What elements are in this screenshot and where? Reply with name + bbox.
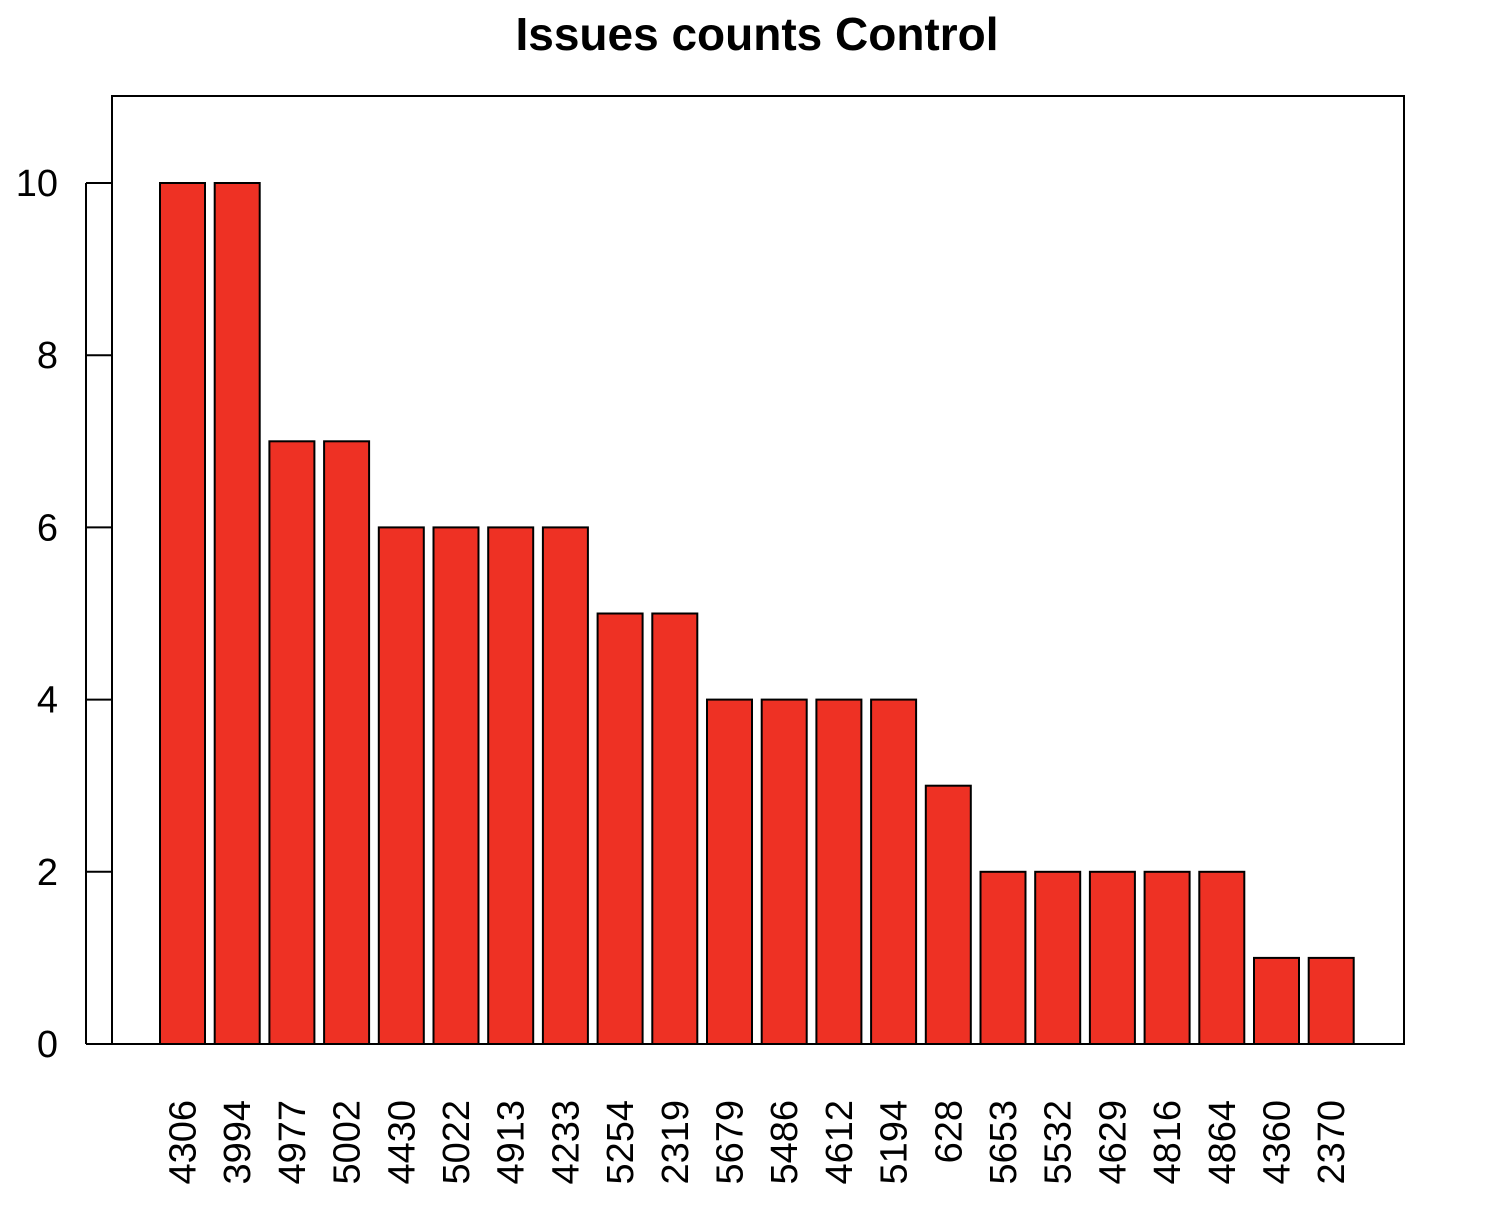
x-tick-label: 4612 [819, 1100, 861, 1185]
x-tick-label: 5194 [874, 1100, 916, 1185]
y-tick-label: 0 [37, 1024, 58, 1066]
x-tick-label: 4977 [272, 1100, 314, 1185]
y-tick-label: 8 [37, 335, 58, 377]
bar-3994 [213, 182, 261, 1045]
bar-5653 [979, 870, 1027, 1045]
x-tick-label: 5679 [710, 1100, 752, 1185]
bar-2319 [651, 612, 699, 1045]
x-tick-label: 5486 [764, 1100, 806, 1185]
bar-4430 [377, 526, 425, 1045]
bar-4233 [541, 526, 589, 1045]
x-tick-label: 3994 [217, 1100, 259, 1185]
bar-5486 [760, 698, 808, 1045]
x-tick-label: 4430 [381, 1100, 423, 1185]
bar-5194 [870, 698, 918, 1045]
x-tick-label: 5653 [983, 1100, 1025, 1185]
x-tick-label: 2319 [655, 1100, 697, 1185]
x-tick-label: 5002 [327, 1100, 369, 1185]
x-tick-label: 5254 [600, 1100, 642, 1185]
bar-4612 [815, 698, 863, 1045]
bar-4360 [1253, 956, 1300, 1046]
x-tick-label: 4816 [1147, 1100, 1189, 1185]
x-tick-label: 4913 [491, 1100, 533, 1185]
bar-5679 [706, 698, 753, 1045]
x-tick-label: 628 [928, 1100, 970, 1163]
plot-frame [111, 95, 1405, 1045]
bar-4816 [1143, 870, 1191, 1045]
bar-4977 [268, 440, 316, 1045]
x-axis-labels: 4306 3994 4977 5002 4430 5022 4913 4233 5254 2319… [163, 1100, 1354, 1185]
y-axis: 0 2 4 6 8 10 [16, 163, 112, 1066]
x-tick-label: 2370 [1311, 1100, 1353, 1185]
x-tick-label: 4629 [1092, 1100, 1134, 1185]
bar-4629 [1088, 870, 1136, 1045]
bar-4306 [159, 182, 206, 1045]
x-tick-label: 4864 [1202, 1100, 1244, 1185]
y-tick-label: 4 [37, 680, 58, 722]
x-tick-label: 4360 [1257, 1100, 1299, 1185]
y-tick-label: 10 [16, 163, 58, 205]
x-tick-label: 4306 [163, 1100, 205, 1185]
y-tick-label: 2 [37, 852, 58, 894]
chart-title: Issues counts Control [515, 8, 998, 60]
bar-5532 [1034, 870, 1082, 1045]
bar-5254 [596, 612, 644, 1045]
bar-628 [924, 784, 972, 1045]
bar-5002 [323, 440, 371, 1045]
bar-5022 [432, 526, 480, 1045]
bar-4864 [1198, 870, 1246, 1045]
bar-4913 [487, 526, 535, 1045]
x-tick-label: 4233 [545, 1100, 587, 1185]
y-tick-label: 6 [37, 507, 58, 549]
bars-group [159, 182, 1355, 1046]
x-tick-label: 5532 [1038, 1100, 1080, 1185]
bar-2370 [1307, 956, 1355, 1046]
x-tick-label: 5022 [436, 1100, 478, 1185]
